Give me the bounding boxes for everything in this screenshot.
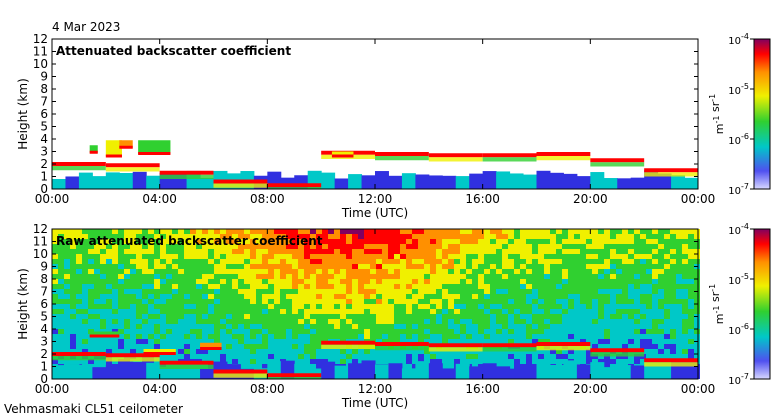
date-label: 4 Mar 2023	[52, 20, 121, 34]
y-tick-label: 1	[40, 170, 48, 184]
x-axis-label: Time (UTC)	[341, 396, 408, 410]
colorbar-tick-label: 10-5	[728, 272, 749, 287]
cloud-layer	[119, 140, 133, 148]
colorbar-tick-label: 10-5	[728, 82, 749, 97]
instrument-label: Vehmasmaki CL51 ceilometer	[4, 402, 183, 416]
colorbar: 10-7 10-6 10-5 10-4 m-1 sr-1	[708, 32, 771, 197]
colorbar-tick-label: 10-4	[728, 32, 749, 47]
y-tick-label: 12	[33, 222, 48, 236]
y-tick-label: 5	[40, 310, 48, 324]
y-tick-label: 2	[40, 157, 48, 171]
cloud-layer	[138, 140, 171, 154]
panel-title: Attenuated backscatter coefficient	[56, 44, 291, 58]
y-tick-label: 6	[40, 297, 48, 311]
x-tick-label: 12:00	[358, 382, 393, 396]
cloud-base	[52, 340, 698, 379]
x-tick-label: 00:00	[35, 192, 70, 206]
y-tick-label: 5	[40, 120, 48, 134]
y-tick-label: 11	[33, 235, 48, 249]
y-axis-label: Height (km)	[16, 268, 30, 339]
y-tick-label: 7	[40, 95, 48, 109]
y-tick-label: 11	[33, 45, 48, 59]
y-tick-label: 0	[40, 372, 48, 386]
cloud-layer	[105, 140, 122, 157]
y-tick-label: 0	[40, 182, 48, 196]
colorbar-tick-label: 10-7	[728, 372, 749, 387]
colorbar-tick-label: 10-7	[728, 182, 749, 197]
y-tick-label: 8	[40, 272, 48, 286]
colorbar-unit-label: m-1 sr-1	[708, 284, 726, 324]
boundary-layer	[52, 170, 699, 189]
cloud-layer	[89, 145, 98, 153]
y-tick-label: 1	[40, 360, 48, 374]
x-tick-label: 16:00	[465, 382, 500, 396]
x-tick-label: 20:00	[573, 192, 608, 206]
y-tick-label: 3	[40, 145, 48, 159]
colorbar-tick-label: 10-6	[728, 132, 749, 147]
colorbar-unit-label: m-1 sr-1	[708, 94, 726, 134]
x-tick-label: 16:00	[465, 192, 500, 206]
y-tick-label: 12	[33, 32, 48, 46]
y-tick-label: 10	[33, 57, 48, 71]
x-axis-label: Time (UTC)	[341, 206, 408, 220]
y-tick-label: 4	[40, 132, 48, 146]
x-tick-label: 04:00	[142, 192, 177, 206]
x-tick-label: 08:00	[250, 382, 285, 396]
cloud-layer	[143, 349, 176, 354]
cloud-layer	[331, 151, 354, 157]
y-tick-label: 10	[33, 247, 48, 261]
y-tick-label: 8	[40, 82, 48, 96]
x-tick-label: 08:00	[250, 192, 285, 206]
y-tick-label: 7	[40, 285, 48, 299]
y-tick-label: 2	[40, 347, 48, 361]
colorbar-tick-label: 10-4	[728, 222, 749, 237]
y-axis-label: Height (km)	[16, 78, 30, 149]
x-tick-label: 00:00	[35, 382, 70, 396]
y-tick-label: 3	[40, 335, 48, 349]
panel-title: Raw attenuated backscatter coefficient	[56, 234, 323, 248]
y-tick-label: 9	[40, 70, 48, 84]
y-tick-label: 6	[40, 107, 48, 121]
x-tick-label: 20:00	[573, 382, 608, 396]
x-tick-label: 00:00	[681, 382, 716, 396]
cloud-layer	[200, 342, 222, 349]
y-tick-label: 4	[40, 322, 48, 336]
cloud-layer	[89, 331, 120, 337]
x-tick-label: 04:00	[142, 382, 177, 396]
x-tick-label: 00:00	[681, 192, 716, 206]
colorbar: 10-7 10-6 10-5 10-4 m-1 sr-1	[708, 222, 771, 387]
x-tick-label: 12:00	[358, 192, 393, 206]
colorbar-tick-label: 10-6	[728, 322, 749, 337]
y-tick-label: 9	[40, 260, 48, 274]
